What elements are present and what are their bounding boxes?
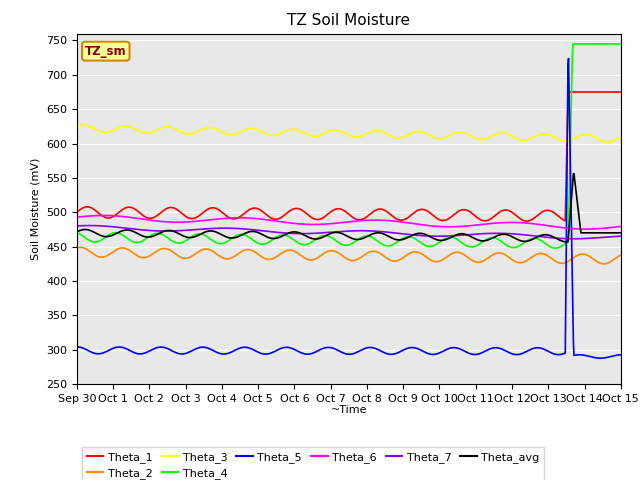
Title: TZ Soil Moisture: TZ Soil Moisture xyxy=(287,13,410,28)
Y-axis label: Soil Moisture (mV): Soil Moisture (mV) xyxy=(30,157,40,260)
X-axis label: ~Time: ~Time xyxy=(330,405,367,415)
Legend: Theta_1, Theta_2, Theta_3, Theta_4, Theta_5, Theta_6, Theta_7, Theta_avg: Theta_1, Theta_2, Theta_3, Theta_4, Thet… xyxy=(83,447,544,480)
Text: TZ_sm: TZ_sm xyxy=(85,45,127,58)
